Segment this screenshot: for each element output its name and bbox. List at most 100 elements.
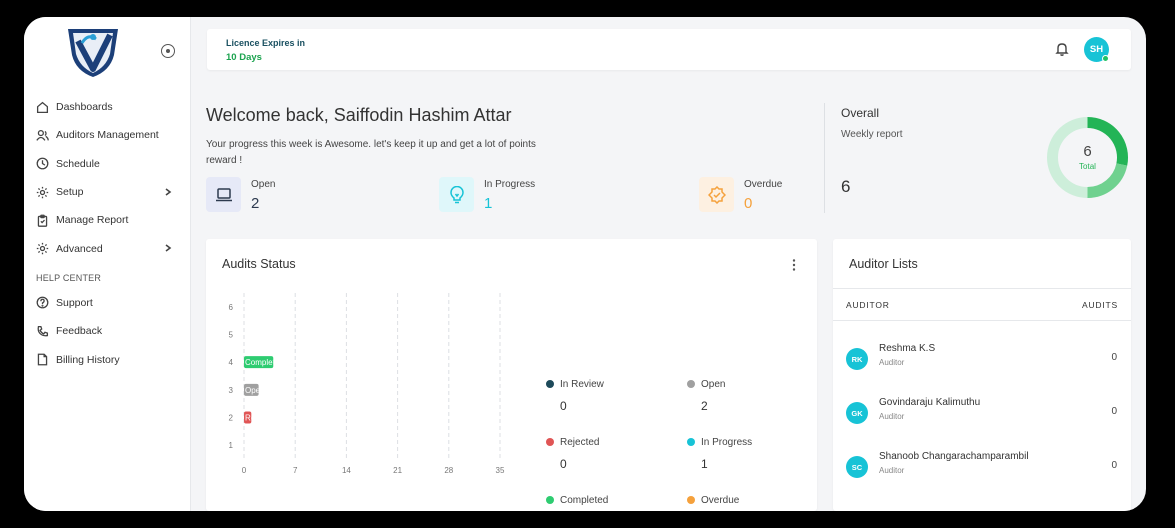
legend-value: 2 xyxy=(701,399,708,413)
table-row[interactable]: GK Govindaraju Kalimuthu Auditor 0 xyxy=(833,394,1131,434)
y-tick-label: 5 xyxy=(229,331,234,340)
sidebar-nav: Dashboards Auditors Management Schedule … xyxy=(36,93,186,374)
online-status-dot xyxy=(1102,55,1109,62)
chevron-right-icon xyxy=(164,187,172,196)
y-tick-label: 2 xyxy=(229,414,234,423)
document-icon xyxy=(37,353,48,366)
bar xyxy=(244,383,259,396)
licence-days: 10 Days xyxy=(226,52,262,63)
legend-dot xyxy=(546,496,554,504)
clipboard-icon xyxy=(37,214,48,227)
home-icon xyxy=(36,101,49,113)
sidebar-item-auditors-management[interactable]: Auditors Management xyxy=(36,121,186,149)
phone-icon xyxy=(37,325,49,337)
help-center-heading: HELP CENTER xyxy=(36,272,102,283)
sidebar-item-label: Manage Report xyxy=(56,214,129,227)
x-tick-label: 0 xyxy=(242,466,247,475)
legend-label: Rejected xyxy=(560,437,600,448)
gear-icon xyxy=(36,242,49,255)
audit-count: 0 xyxy=(1111,406,1117,417)
donut-label: Total xyxy=(1079,162,1096,171)
legend-value: 0 xyxy=(560,457,567,471)
laptop-icon xyxy=(206,177,241,212)
legend-label: In Review xyxy=(560,379,604,390)
sidebar-item-label: Support xyxy=(56,296,93,309)
auditor-role: Auditor xyxy=(879,466,905,475)
legend-value: 0 xyxy=(560,399,567,413)
column-header-auditor: AUDITOR xyxy=(846,300,890,310)
y-tick-label: 1 xyxy=(229,441,234,450)
stat-value: 1 xyxy=(484,195,493,212)
sidebar-item-label: Billing History xyxy=(56,353,120,366)
bar xyxy=(244,411,252,424)
auditor-role: Auditor xyxy=(879,358,905,367)
sidebar-item-manage-report[interactable]: Manage Report xyxy=(36,206,186,234)
x-tick-label: 35 xyxy=(496,466,505,475)
sidebar-item-billing-history[interactable]: Billing History xyxy=(36,345,186,373)
legend-label: In Progress xyxy=(701,437,753,448)
donut-segment-completed xyxy=(1087,117,1128,166)
stat-label: Overdue xyxy=(744,179,783,190)
legend-dot xyxy=(687,380,695,388)
sidebar-item-label: Schedule xyxy=(56,157,100,170)
sidebar-item-advanced[interactable]: Advanced xyxy=(36,234,186,262)
licence-label: Licence Expires in xyxy=(226,38,306,48)
sidebar-item-setup[interactable]: Setup xyxy=(36,178,186,206)
bell-icon[interactable] xyxy=(1054,41,1070,57)
sidebar-item-feedback[interactable]: Feedback xyxy=(36,317,186,345)
divider xyxy=(824,103,825,213)
sidebar-item-label: Setup xyxy=(56,186,84,199)
sidebar-item-support[interactable]: Support xyxy=(36,289,186,317)
stat-value: 0 xyxy=(744,195,753,212)
legend-label: Open xyxy=(701,379,726,390)
avatar: RK xyxy=(846,348,868,370)
auditor-role: Auditor xyxy=(879,412,905,421)
stat-value: 2 xyxy=(251,195,260,212)
auditor-lists-card: Auditor Lists AUDITOR AUDITS RK Reshma K… xyxy=(833,239,1131,511)
donut-total: 6 xyxy=(1083,143,1091,160)
sidebar-item-dashboards[interactable]: Dashboards xyxy=(36,93,186,121)
table-row[interactable]: SC Shanoob Changarachamparambil Auditor … xyxy=(833,448,1131,488)
legend-item-in-progress: In Progress 1 xyxy=(687,437,752,471)
table-row[interactable]: RK Reshma K.S Auditor 0 xyxy=(833,340,1131,380)
sidebar-item-label: Dashboards xyxy=(56,101,113,114)
stat-overdue: Overdue 0 xyxy=(699,177,782,213)
legend-item-completed: Completed xyxy=(546,495,608,506)
legend-value: 1 xyxy=(701,457,708,471)
stat-open: Open 2 xyxy=(206,177,275,213)
top-bar: Licence Expires in 10 Days SH xyxy=(207,29,1131,70)
lightbulb-icon xyxy=(439,177,474,212)
x-tick-label: 28 xyxy=(444,466,453,475)
sidebar-item-schedule[interactable]: Schedule xyxy=(36,150,186,178)
legend-dot xyxy=(687,496,695,504)
card-title: Auditor Lists xyxy=(849,257,918,271)
x-tick-label: 7 xyxy=(293,466,298,475)
badge-check-icon xyxy=(699,177,734,212)
legend-dot xyxy=(546,380,554,388)
welcome-title: Welcome back, Saiffodin Hashim Attar xyxy=(206,105,512,125)
legend-item-in-review: In Review 0 xyxy=(546,379,604,413)
column-header-audits: AUDITS xyxy=(1082,300,1118,310)
sidebar: Dashboards Auditors Management Schedule … xyxy=(24,17,191,511)
legend-item-open: Open 2 xyxy=(687,379,725,413)
question-icon xyxy=(36,296,49,309)
overall-value: 6 xyxy=(841,177,851,196)
sidebar-item-label: Advanced xyxy=(56,242,103,255)
bar xyxy=(244,356,274,369)
more-options-icon[interactable] xyxy=(792,259,796,271)
y-tick-label: 4 xyxy=(229,358,234,367)
sidebar-collapse-button[interactable] xyxy=(161,44,175,58)
bar-label: Completed xyxy=(245,358,284,367)
overall-title: Overall xyxy=(841,106,880,120)
clock-icon xyxy=(36,157,49,170)
audit-count: 0 xyxy=(1111,460,1117,471)
chevron-right-icon xyxy=(164,243,172,253)
legend-label: Completed xyxy=(560,495,609,506)
y-tick-label: 3 xyxy=(229,386,234,395)
card-title: Audits Status xyxy=(222,257,296,271)
stat-label: In Progress xyxy=(484,179,536,190)
auditor-name: Reshma K.S xyxy=(879,343,936,354)
app-logo[interactable] xyxy=(64,25,122,79)
legend-item-rejected: Rejected 0 xyxy=(546,437,599,471)
donut-segment-open xyxy=(1087,163,1128,198)
